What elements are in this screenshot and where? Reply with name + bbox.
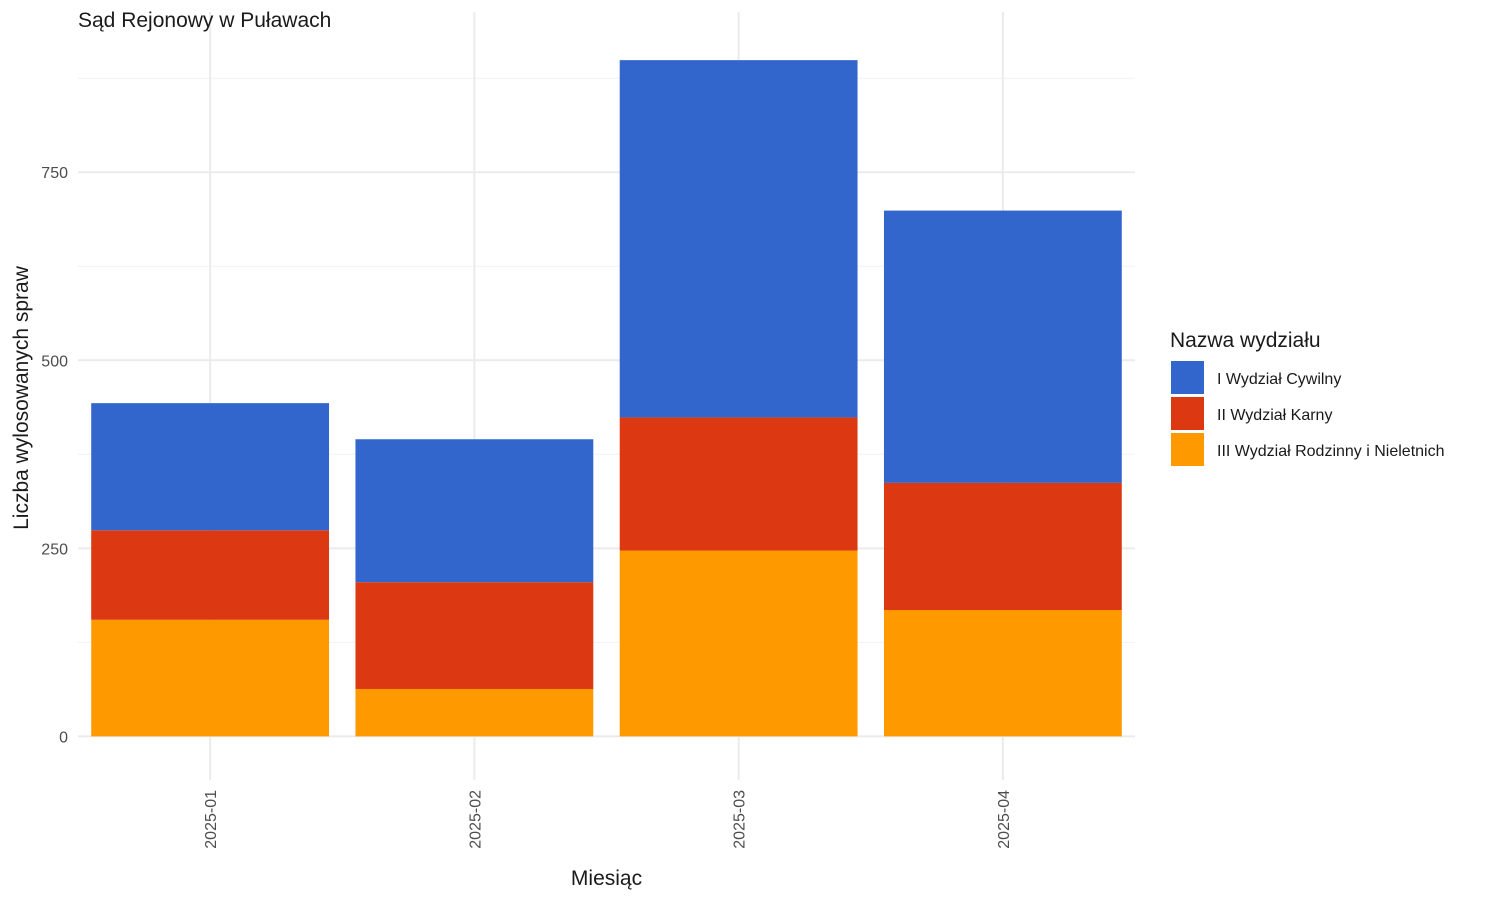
y-tick-label: 500 [41,353,68,370]
bars [91,60,1122,737]
legend-swatch [1171,361,1204,394]
bar-segment [355,582,594,689]
legend-label: II Wydział Karny [1217,407,1332,424]
legend-swatch [1171,397,1204,430]
y-tick-label: 750 [41,165,68,182]
legend: Nazwa wydziału I Wydział Cywilny II Wydzi… [1170,329,1445,466]
chart-title: Sąd Rejonowy w Puławach [78,9,331,32]
x-tick-label: 2025-02 [467,790,484,849]
bar-segment [883,210,1122,483]
x-tick-label: 2025-04 [996,790,1013,849]
bar-segment [883,482,1122,611]
bar-segment [91,530,330,620]
bar-segment [355,439,594,583]
bar-segment [91,403,330,531]
bar-segment [619,60,858,418]
x-axis-title: Miesiąc [571,867,642,890]
y-axis-title: Liczba wylosowanych spraw [10,265,33,530]
legend-swatch [1171,433,1204,466]
y-axis: 0 250 500 750 [41,165,68,746]
bar-segment [619,417,858,551]
bar-segment [355,688,594,737]
legend-title: Nazwa wydziału [1170,329,1321,352]
bar-segment [91,619,330,737]
y-tick-label: 0 [59,729,68,746]
x-tick-label: 2025-03 [732,790,749,849]
x-axis: 2025-01 2025-02 2025-03 2025-04 [203,790,1013,849]
y-tick-label: 250 [41,541,68,558]
legend-label: III Wydział Rodzinny i Nieletnich [1217,443,1445,460]
bar-segment [883,610,1122,737]
legend-label: I Wydział Cywilny [1217,371,1341,388]
bar-segment [619,550,858,737]
x-tick-label: 2025-01 [203,790,220,849]
